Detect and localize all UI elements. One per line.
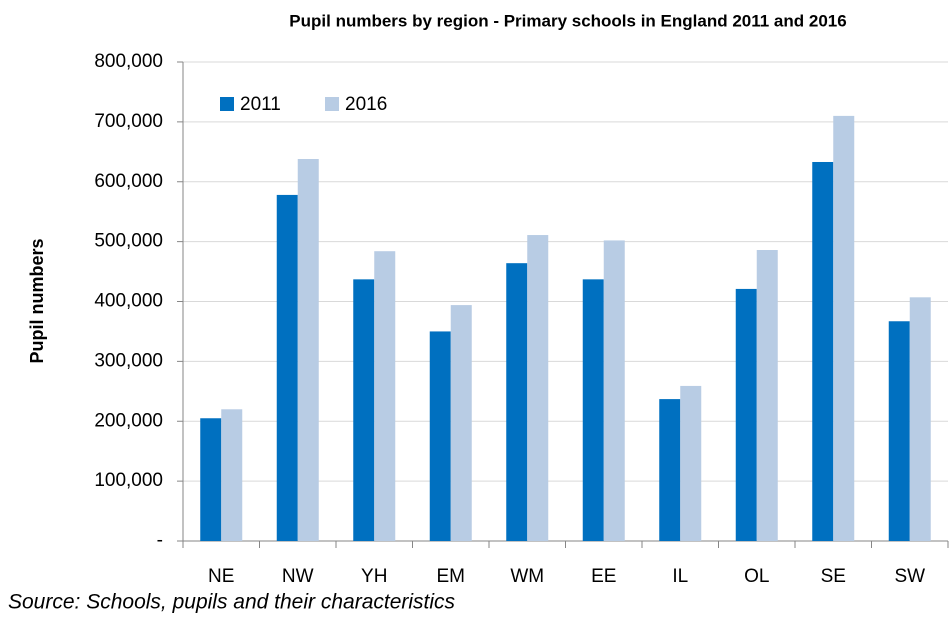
bar <box>200 418 222 541</box>
x-tick-label: WM <box>510 566 544 587</box>
bar <box>888 321 910 541</box>
bar <box>374 251 396 541</box>
x-tick-label: NW <box>282 566 314 587</box>
bar <box>659 399 681 541</box>
y-axis-label: Pupil numbers <box>27 238 47 363</box>
y-tick-label: 300,000 <box>94 350 163 371</box>
y-tick-label: 500,000 <box>94 231 163 252</box>
y-tick-label: 200,000 <box>94 410 163 431</box>
x-tick-label: OL <box>744 566 769 587</box>
bar <box>833 115 855 541</box>
bar <box>680 385 702 541</box>
bar <box>297 158 319 541</box>
y-tick-label: 800,000 <box>94 51 163 72</box>
y-tick-label: 100,000 <box>94 470 163 491</box>
x-tick-label: NE <box>208 566 234 587</box>
bar <box>909 297 931 541</box>
y-tick-label: 400,000 <box>94 291 163 312</box>
legend-swatch <box>220 97 234 111</box>
bar <box>812 161 834 541</box>
x-tick-label: EM <box>437 566 466 587</box>
legend-swatch <box>325 97 339 111</box>
bar <box>276 194 298 542</box>
bar <box>735 288 757 541</box>
bar <box>353 279 375 541</box>
y-tick-label: 600,000 <box>94 171 163 192</box>
bar <box>429 331 451 541</box>
x-tick-label: YH <box>361 566 387 587</box>
bar <box>756 250 778 541</box>
legend-label: 2011 <box>240 94 281 115</box>
bar <box>221 409 243 541</box>
y-tick-label: 700,000 <box>94 111 163 132</box>
x-tick-label: SE <box>821 566 846 587</box>
bar <box>582 279 604 541</box>
source-note: Source: Schools, pupils and their charac… <box>8 591 456 614</box>
x-tick-label: EE <box>591 566 616 587</box>
bar <box>603 240 625 542</box>
y-tick-label: - <box>157 530 163 551</box>
chart-title: Pupil numbers by region - Primary school… <box>289 11 846 30</box>
x-tick-label: SW <box>894 566 925 587</box>
x-tick-label: IL <box>672 566 688 587</box>
bar <box>506 263 528 541</box>
legend-label: 2016 <box>345 94 387 115</box>
bar <box>527 235 549 541</box>
bar <box>450 305 472 541</box>
